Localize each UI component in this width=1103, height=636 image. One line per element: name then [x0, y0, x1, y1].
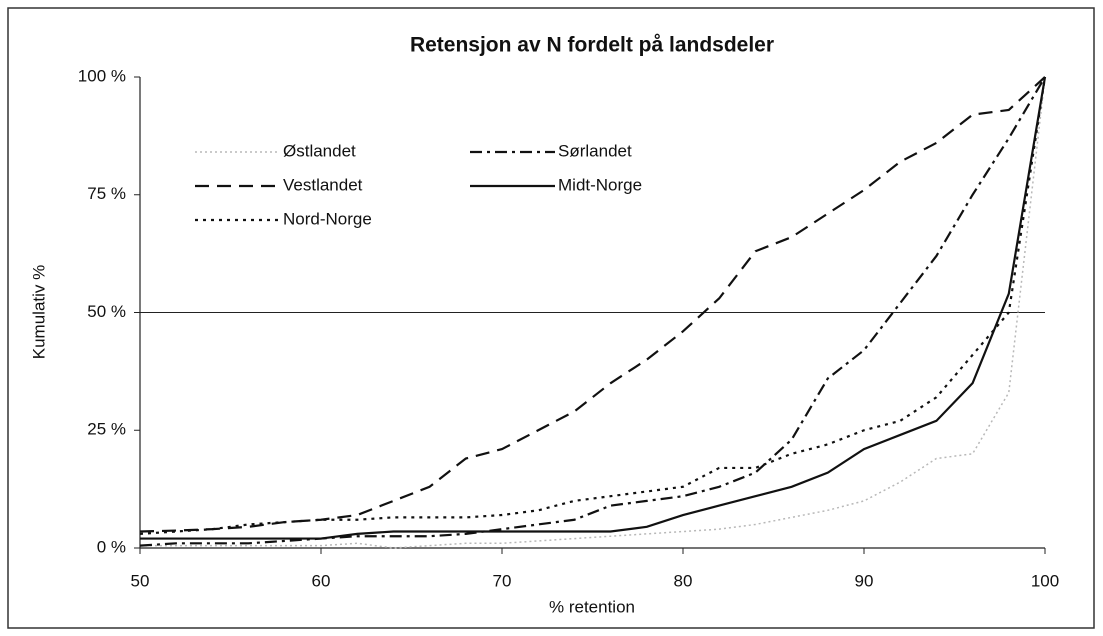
series-line [140, 76, 1047, 540]
legend-label: Sørlandet [558, 141, 632, 160]
legend-label: Midt-Norge [558, 175, 642, 194]
chart-frame [7, 7, 1095, 629]
x-tick-label: 80 [674, 571, 693, 590]
x-axis-label: % retention [549, 597, 635, 616]
y-tick-label: 75 % [87, 184, 126, 203]
x-tick-label: 60 [312, 571, 331, 590]
legend-label: Nord-Norge [283, 209, 372, 228]
series-line [139, 76, 1047, 535]
y-tick-label: 0 % [97, 537, 126, 556]
legend-label: Østlandet [283, 141, 356, 160]
x-tick-label: 50 [131, 571, 150, 590]
y-tick-label: 100 % [78, 66, 126, 85]
y-axis-label: Kumulativ % [29, 265, 48, 359]
series-line [140, 76, 1046, 549]
series-line [139, 76, 1046, 547]
chart-title: Retensjon av N fordelt på landsdeler [410, 34, 774, 57]
x-tick-label: 90 [855, 571, 874, 590]
y-tick-label: 25 % [87, 420, 126, 439]
x-tick-label: 70 [493, 571, 512, 590]
series-line [139, 76, 1046, 533]
y-tick-label: 50 % [87, 302, 126, 321]
legend-label: Vestlandet [283, 175, 363, 194]
x-tick-label: 100 [1031, 571, 1059, 590]
